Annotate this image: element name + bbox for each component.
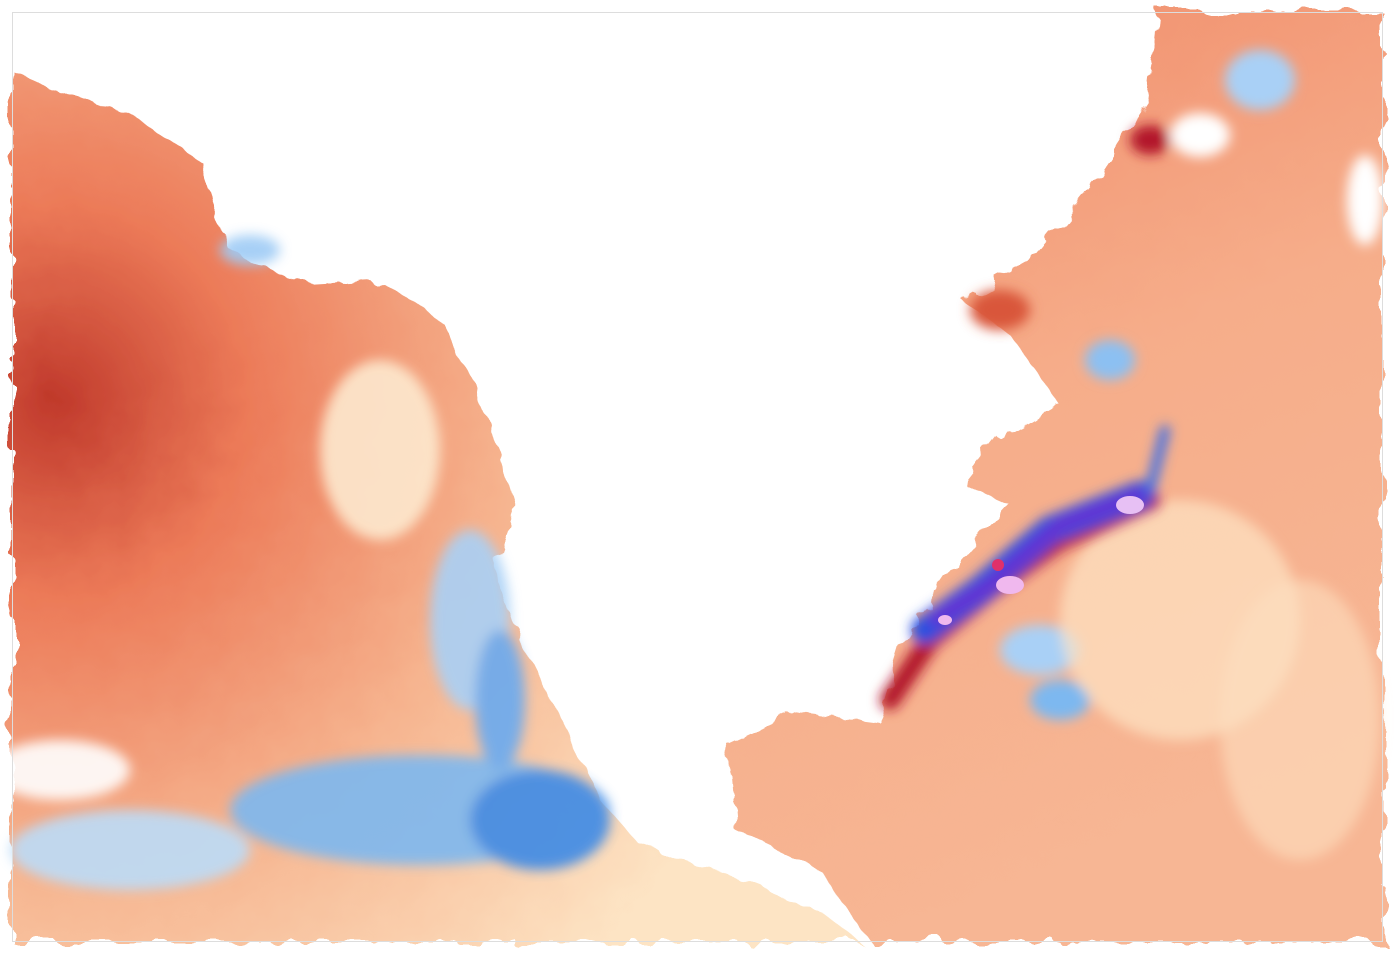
atlantic-details <box>970 50 1383 860</box>
gulf-stream-cores <box>938 496 1144 625</box>
pacific-cool-patches <box>0 235 610 890</box>
gulf-stream <box>880 425 1170 710</box>
pacific-ocean <box>12 70 860 942</box>
map-frame <box>12 12 1383 942</box>
